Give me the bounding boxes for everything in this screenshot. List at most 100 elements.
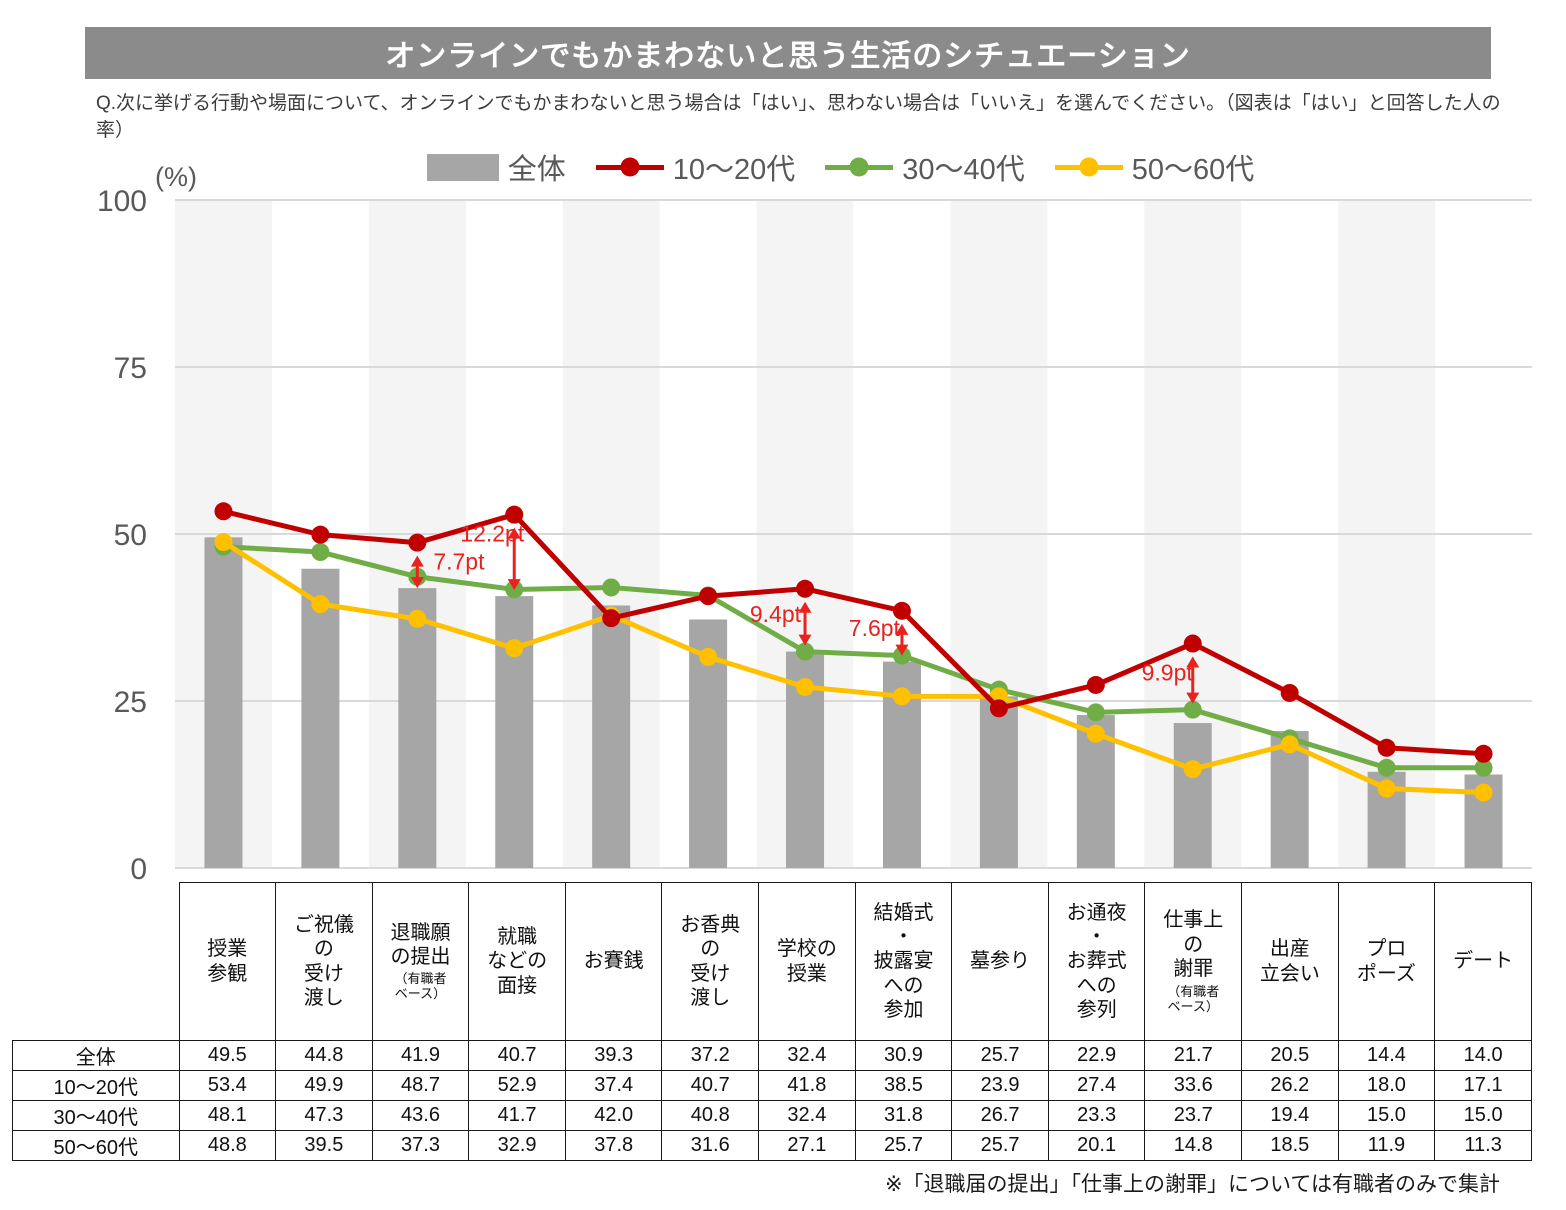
value-cell-1-4: 37.4 (564, 1070, 663, 1101)
value-cell-3-2: 37.3 (371, 1130, 470, 1161)
legend-label: 50〜60代 (1131, 154, 1255, 186)
value-cell-3-3: 32.9 (468, 1130, 566, 1161)
table-corner-blank (13, 883, 180, 1041)
data-point (1377, 779, 1396, 798)
value-cell-3-10: 14.8 (1144, 1130, 1243, 1161)
data-table-wrap: 授業 参観 ご祝儀 の 受け 渡し 退職願 の提出 （有職者 ベース） 就職 などの 面… (12, 882, 1532, 1161)
legend-item-50-60: 50〜60代 (1054, 146, 1255, 188)
category-header-1: ご祝儀 の 受け 渡し (275, 882, 373, 1041)
category-label: ご祝儀 の 受け 渡し (293, 913, 354, 1009)
category-header-11: 出産 立会い (1241, 882, 1339, 1041)
data-point (1377, 738, 1396, 757)
value-cell-3-1: 39.5 (275, 1130, 373, 1161)
value-cell-1-11: 26.2 (1241, 1070, 1339, 1101)
category-label: 退職願 の提出 (390, 921, 451, 969)
category-label: 結婚式 ・ 披露宴 への 参加 (873, 901, 934, 1022)
footnote: ※「退職届の提出」「仕事上の謝罪」については有職者のみで集計 (884, 1173, 1500, 1196)
chart-legend: 全体 10〜20代 30〜40代 50〜60代 (0, 146, 1566, 188)
value-cell-3-7: 25.7 (854, 1130, 953, 1161)
arrowhead-down-icon (410, 577, 424, 589)
category-header-6: 学校の 授業 (758, 882, 856, 1041)
bar-10 (1173, 723, 1212, 868)
line-series-3 (222, 539, 1484, 796)
y-axis-unit: (%) (155, 162, 197, 192)
category-label: 出産 立会い (1259, 938, 1320, 985)
category-header-7: 結婚式 ・ 披露宴 への 参加 (854, 882, 953, 1041)
bar-3 (495, 596, 534, 868)
table-row-30〜40代: 30〜40代 48.1 47.3 43.6 41.7 42.0 40.8 32.4 31.8 26… (12, 1100, 1532, 1131)
data-point (408, 609, 427, 628)
data-point (214, 533, 233, 552)
value-cell-3-11: 18.5 (1241, 1130, 1339, 1161)
arrowhead-up-icon (507, 527, 521, 539)
data-point (1474, 783, 1493, 802)
page-title: オンラインでもかまわないと思う生活のシチュエーション (385, 40, 1191, 73)
y-tick-label: 25 (114, 686, 147, 719)
category-header-9: お通夜 ・ お葬式 への 参列 (1047, 882, 1146, 1041)
value-cell-0-6: 32.4 (758, 1040, 856, 1071)
category-header-10: 仕事上 の 謝罪 （有職者 ベース） (1144, 882, 1243, 1041)
survey-question: Q.次に挙げる行動や場面について、オンラインでもかまわないと思う場合は「はい」、… (96, 93, 1501, 141)
data-point (1086, 724, 1105, 743)
category-header-3: 就職 などの 面接 (468, 882, 566, 1041)
table-row-10〜20代: 10〜20代 53.4 49.9 48.7 52.9 37.4 40.7 41.8 38.5 23… (12, 1070, 1532, 1101)
category-label: 授業 参観 (207, 938, 248, 985)
data-point (505, 639, 524, 658)
value-cell-1-10: 33.6 (1144, 1070, 1243, 1101)
data-point (1377, 758, 1396, 777)
category-label: 仕事上 の 謝罪 (1163, 909, 1224, 981)
category-label: お通夜 ・ お葬式 への 参列 (1066, 901, 1127, 1022)
bar-2 (398, 588, 437, 868)
value-cell-2-5: 40.8 (661, 1100, 760, 1131)
legend-label: 10〜20代 (672, 154, 796, 186)
value-cell-0-11: 20.5 (1241, 1040, 1339, 1071)
annotation-label: 9.9pt (1142, 660, 1194, 686)
value-cell-0-0: 49.5 (178, 1040, 277, 1071)
data-point (311, 543, 330, 562)
category-header-13: デート (1434, 882, 1532, 1041)
value-cell-2-6: 32.4 (758, 1100, 856, 1131)
data-point (1086, 675, 1105, 694)
value-cell-1-12: 18.0 (1337, 1070, 1436, 1101)
annotation-label: 7.6pt (849, 615, 901, 641)
value-cell-1-1: 49.9 (275, 1070, 373, 1101)
category-label: デート (1453, 950, 1514, 973)
data-point (892, 687, 911, 706)
value-cell-3-4: 37.8 (564, 1130, 663, 1161)
value-cell-2-12: 15.0 (1337, 1100, 1436, 1131)
value-cell-1-13: 17.1 (1434, 1070, 1532, 1101)
row-label: 全体 (12, 1040, 180, 1071)
value-cell-3-8: 25.7 (951, 1130, 1049, 1161)
y-tick-label: 75 (114, 352, 147, 385)
value-cell-3-5: 31.6 (661, 1130, 760, 1161)
category-note: （有職者 ベース） (394, 971, 447, 1002)
category-header-0: 授業 参観 (178, 882, 277, 1041)
bar-11 (1270, 731, 1309, 868)
value-cell-2-1: 47.3 (275, 1100, 373, 1131)
arrowhead-up-icon (895, 623, 909, 635)
value-cell-2-11: 19.4 (1241, 1100, 1339, 1131)
data-table: 授業 参観 ご祝儀 の 受け 渡し 退職願 の提出 （有職者 ベース） 就職 などの 面… (12, 882, 1532, 1161)
category-label: お賽銭 (583, 950, 644, 973)
legend-item-all: 全体 (426, 146, 566, 188)
value-cell-0-7: 30.9 (854, 1040, 953, 1071)
arrowhead-down-icon (1186, 692, 1200, 704)
value-cell-2-8: 26.7 (951, 1100, 1049, 1131)
data-point (1280, 683, 1299, 702)
value-cell-2-10: 23.7 (1144, 1100, 1243, 1131)
value-cell-0-1: 44.8 (275, 1040, 373, 1071)
data-point (1474, 758, 1493, 777)
line-series-1 (222, 508, 1484, 757)
value-cell-1-6: 41.8 (758, 1070, 856, 1101)
value-cell-1-3: 52.9 (468, 1070, 566, 1101)
page-title-bar: オンラインでもかまわないと思う生活のシチュエーション (85, 27, 1491, 79)
data-point (1280, 735, 1299, 754)
value-cell-0-3: 40.7 (468, 1040, 566, 1071)
category-header-4: お賽銭 (564, 882, 663, 1041)
y-tick-label: 0 (130, 853, 147, 886)
value-cell-0-13: 14.0 (1434, 1040, 1532, 1071)
value-cell-2-3: 41.7 (468, 1100, 566, 1131)
category-header-8: 墓参り (951, 882, 1049, 1041)
